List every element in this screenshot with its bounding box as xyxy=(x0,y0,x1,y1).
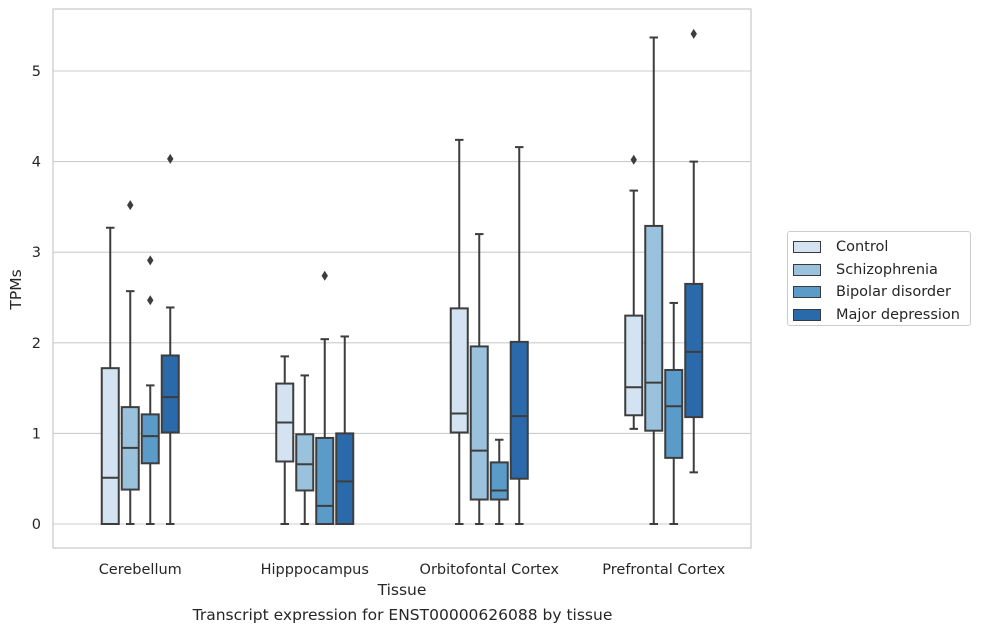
legend-swatch xyxy=(793,263,821,276)
outlier-point xyxy=(167,153,174,164)
box-control xyxy=(100,367,120,525)
legend-label: Bipolar disorder xyxy=(836,284,951,301)
legend-item: Bipolar disorder xyxy=(793,281,970,304)
legend-item: Schizophrenia xyxy=(793,259,970,282)
plot-frame xyxy=(52,8,752,549)
legend-label: Major depression xyxy=(836,306,960,323)
y-tick-label: 1 xyxy=(32,426,41,442)
box-bipolar-disorder xyxy=(489,461,509,501)
y-tick-label: 2 xyxy=(32,336,41,352)
legend-label: Schizophrenia xyxy=(836,261,938,278)
box-control xyxy=(624,314,644,417)
x-tick-label: Orbitofontal Cortex xyxy=(420,562,560,578)
x-axis-label: Tissue xyxy=(377,581,427,599)
outlier-point xyxy=(127,200,134,211)
outlier-point xyxy=(321,270,328,281)
legend-swatch xyxy=(793,286,821,299)
legend-label: Control xyxy=(836,239,889,256)
box-control xyxy=(449,307,469,434)
box-schizophrenia xyxy=(644,224,664,432)
box-major-depression xyxy=(509,340,529,480)
figure-caption: Transcript expression for ENST0000062608… xyxy=(192,606,613,624)
outlier-point xyxy=(690,28,697,39)
box-bipolar-disorder xyxy=(664,368,684,459)
y-tick-label: 5 xyxy=(32,64,41,80)
box-schizophrenia xyxy=(469,345,489,501)
legend-item: Major depression xyxy=(793,304,970,327)
outlier-point xyxy=(630,154,637,165)
outlier-point xyxy=(147,255,154,266)
legend-item: Control xyxy=(793,236,970,259)
x-tick-label: Hipppocampus xyxy=(261,562,369,578)
legend-swatch xyxy=(793,308,821,321)
y-axis-label: TPMs xyxy=(7,269,25,310)
outlier-point xyxy=(147,295,154,306)
box-major-depression xyxy=(684,282,704,419)
y-tick-label: 0 xyxy=(32,517,41,533)
y-tick-label: 3 xyxy=(32,245,41,261)
legend-swatch xyxy=(793,241,821,254)
legend: Control Schizophrenia Bipolar disorder Majo… xyxy=(787,231,971,326)
x-tick-label: Cerebellum xyxy=(99,562,182,578)
box-bipolar-disorder xyxy=(315,436,335,525)
y-tick-label: 4 xyxy=(32,155,41,171)
x-tick-label: Prefrontal Cortex xyxy=(602,562,725,578)
box-bipolar-disorder xyxy=(140,413,160,465)
box-major-depression xyxy=(335,432,355,525)
box-major-depression xyxy=(160,354,180,434)
box-schizophrenia xyxy=(295,433,315,492)
